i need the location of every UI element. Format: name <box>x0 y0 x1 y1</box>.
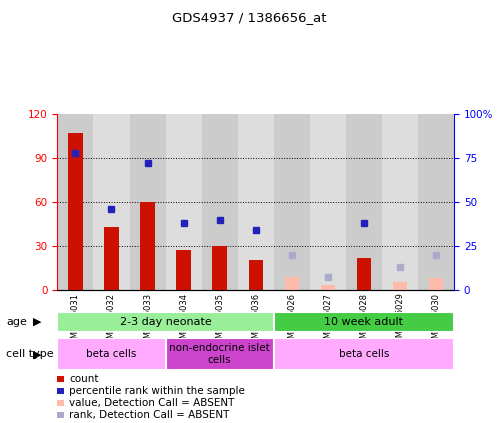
Bar <box>57 114 93 290</box>
Bar <box>238 114 274 290</box>
Text: cell type: cell type <box>6 349 53 359</box>
Bar <box>418 114 454 290</box>
Text: percentile rank within the sample: percentile rank within the sample <box>69 386 245 396</box>
Text: beta cells: beta cells <box>86 349 137 359</box>
Text: value, Detection Call = ABSENT: value, Detection Call = ABSENT <box>69 398 235 408</box>
Bar <box>140 202 155 290</box>
Text: 10 week adult: 10 week adult <box>324 317 403 327</box>
Text: ▶: ▶ <box>33 317 42 327</box>
Bar <box>57 312 274 332</box>
Bar <box>321 286 335 290</box>
Bar <box>104 227 119 290</box>
Bar <box>274 338 454 370</box>
Bar <box>310 114 346 290</box>
Text: GDS4937 / 1386656_at: GDS4937 / 1386656_at <box>172 11 327 24</box>
Text: 2-3 day neonate: 2-3 day neonate <box>120 317 212 327</box>
Bar <box>346 114 382 290</box>
Bar <box>213 246 227 290</box>
Bar <box>68 133 83 290</box>
Bar <box>166 114 202 290</box>
Bar <box>274 114 310 290</box>
Bar <box>284 277 299 290</box>
Bar <box>130 114 166 290</box>
Text: age: age <box>6 317 27 327</box>
Bar <box>249 261 263 290</box>
Text: rank, Detection Call = ABSENT: rank, Detection Call = ABSENT <box>69 410 230 420</box>
Bar <box>382 114 418 290</box>
Text: beta cells: beta cells <box>339 349 389 359</box>
Bar <box>357 258 371 290</box>
Bar <box>166 338 274 370</box>
Bar <box>393 283 407 290</box>
Text: count: count <box>69 374 99 385</box>
Text: non-endocrine islet
cells: non-endocrine islet cells <box>169 343 270 365</box>
Bar <box>274 312 454 332</box>
Bar <box>202 114 238 290</box>
Bar <box>177 250 191 290</box>
Bar <box>57 338 166 370</box>
Text: ▶: ▶ <box>33 349 42 359</box>
Bar <box>93 114 130 290</box>
Bar <box>429 278 443 290</box>
